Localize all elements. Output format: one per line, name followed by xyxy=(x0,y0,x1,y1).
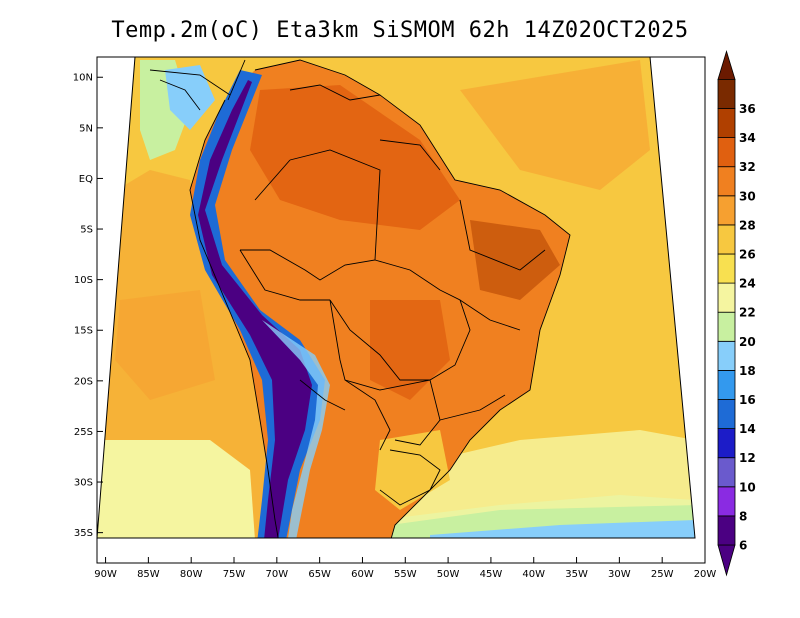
latitude-axis: 10N 5N EQ 5S 10S 15S 20S 25S 30S 35S xyxy=(73,73,103,539)
andes-cold-band xyxy=(198,80,312,538)
lat-tick-label: EQ xyxy=(79,174,93,185)
lat-tick-label: 5S xyxy=(80,225,93,236)
colorbar-label: 16 xyxy=(739,393,756,407)
lat-tick-label: 10S xyxy=(74,275,93,286)
colorbar-segment xyxy=(717,457,736,488)
lon-tick-label: 20W xyxy=(694,569,717,580)
colorbar-low-cap xyxy=(717,544,736,577)
lon-tick-label: 75W xyxy=(223,569,246,580)
colorbar-label: 6 xyxy=(739,539,747,553)
lon-tick-label: 35W xyxy=(565,569,588,580)
map-title: Temp.2m(oC) Eta3km SiSMOM 62h 14Z02OCT20… xyxy=(111,18,689,43)
colorbar-segment xyxy=(717,166,736,197)
colorbar-label: 12 xyxy=(739,451,756,465)
lat-tick-label: 20S xyxy=(74,376,93,387)
colorbar-label: 30 xyxy=(739,189,756,203)
pacific-warm-patch xyxy=(115,290,215,400)
colorbar-segment xyxy=(717,340,736,371)
colorbar-segment xyxy=(717,195,736,226)
colorbar-label: 18 xyxy=(739,364,756,378)
lon-tick-label: 55W xyxy=(394,569,417,580)
colorbar-segment xyxy=(717,282,736,313)
lon-tick-label: 65W xyxy=(308,569,331,580)
country-borders xyxy=(149,59,571,538)
colorbar-segment xyxy=(717,137,736,168)
lon-tick-label: 90W xyxy=(94,569,117,580)
south-atlantic-yellow xyxy=(390,430,695,525)
colorbar-label: 28 xyxy=(739,218,756,232)
lon-tick-label: 70W xyxy=(266,569,289,580)
lon-tick-label: 45W xyxy=(480,569,503,580)
lon-tick-label: 85W xyxy=(137,569,160,580)
colorbar-segment xyxy=(717,311,736,342)
colorbar-label: 22 xyxy=(739,306,756,320)
colorbar-label: 36 xyxy=(739,102,756,116)
lat-tick-label: 35S xyxy=(74,528,93,539)
colorbar-segment xyxy=(717,369,736,400)
colorbar: 6 8 10 12 14 16 18 20 22 24 26 28 30 32 34 36 xyxy=(717,50,756,577)
colorbar-segment xyxy=(717,79,736,109)
colorbar-segment xyxy=(717,515,736,546)
lon-tick-label: 60W xyxy=(351,569,374,580)
land-hot-center xyxy=(370,300,450,400)
colorbar-label: 10 xyxy=(739,480,756,494)
south-atlantic-blue xyxy=(430,520,695,538)
lat-tick-label: 25S xyxy=(74,427,93,438)
land-hot-northeast xyxy=(470,220,560,300)
lon-tick-label: 25W xyxy=(651,569,674,580)
colorbar-label: 24 xyxy=(739,277,756,291)
colorbar-label: 8 xyxy=(739,509,747,523)
colorbar-label: 34 xyxy=(739,131,756,145)
lon-tick-label: 50W xyxy=(437,569,460,580)
colorbar-segment xyxy=(717,428,736,459)
colorbar-segment xyxy=(717,108,736,139)
colorbar-segment xyxy=(717,399,736,430)
colorbar-label: 14 xyxy=(739,422,756,436)
atlantic-warm-patch xyxy=(460,60,650,190)
map-field xyxy=(97,57,695,538)
pacific-yellow-band xyxy=(97,440,255,538)
lat-tick-label: 15S xyxy=(74,326,93,337)
colorbar-label: 26 xyxy=(739,248,756,262)
lat-tick-label: 5N xyxy=(79,123,93,134)
lon-tick-label: 80W xyxy=(180,569,203,580)
lon-tick-label: 40W xyxy=(522,569,545,580)
longitude-axis: 90W 85W 80W 75W 70W 65W 60W 55W 50W 45W 40W 35W 30W 2… xyxy=(94,557,716,580)
lat-tick-label: 30S xyxy=(74,478,93,489)
pacific-blue-band xyxy=(165,65,215,130)
lat-tick-label: 10N xyxy=(73,73,93,84)
lon-tick-label: 30W xyxy=(608,569,631,580)
land-hot-north xyxy=(250,85,460,230)
colorbar-high-cap xyxy=(717,50,736,80)
land-warm-south xyxy=(375,430,450,510)
plot-box xyxy=(96,56,706,564)
colorbar-segment xyxy=(717,253,736,284)
colorbar-label: 32 xyxy=(739,160,756,174)
colorbar-label: 20 xyxy=(739,335,756,349)
colorbar-segment xyxy=(717,486,736,517)
andes-light-edge xyxy=(262,320,330,538)
colorbar-segment xyxy=(717,224,736,255)
